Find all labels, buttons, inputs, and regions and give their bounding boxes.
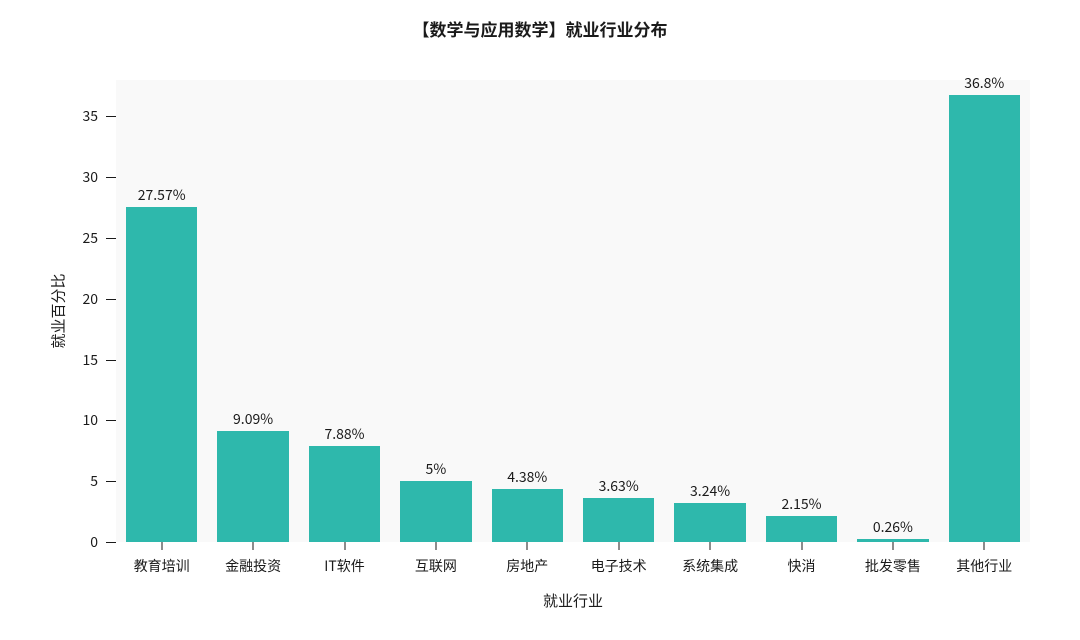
x-tick-mark [253,542,254,550]
y-tick-label: 35 [82,106,98,126]
x-tick-label: 房地产 [506,556,548,576]
x-axis-title: 就业行业 [543,590,603,611]
y-tick-label: 5 [90,471,98,491]
y-tick-label: 25 [82,228,98,248]
x-tick-label: 其他行业 [956,556,1012,576]
x-tick-mark [435,542,436,550]
x-tick-label: 系统集成 [682,556,738,576]
bar [217,431,288,542]
y-tick-mark [106,116,116,117]
bar [583,498,654,542]
x-tick-mark [892,542,893,550]
x-tick-label: 快消 [788,556,816,576]
y-tick-mark [106,238,116,239]
y-tick-label: 0 [90,532,98,552]
bar-value-label: 27.57% [92,185,232,205]
y-tick-mark [106,420,116,421]
x-tick-mark [801,542,802,550]
bar [949,95,1020,542]
x-tick-label: IT软件 [324,556,365,576]
x-tick-mark [527,542,528,550]
y-tick-label: 20 [82,289,98,309]
x-tick-mark [618,542,619,550]
bar [492,489,563,542]
y-axis-title: 就业百分比 [48,273,69,348]
y-tick-label: 10 [82,410,98,430]
y-tick-mark [106,542,116,543]
y-tick-mark [106,299,116,300]
bar-value-label: 7.88% [275,424,415,444]
x-tick-label: 批发零售 [865,556,921,576]
bar-value-label: 36.8% [914,73,1054,93]
x-tick-mark [344,542,345,550]
x-tick-label: 电子技术 [591,556,647,576]
chart-title: 【数学与应用数学】就业行业分布 [0,16,1080,41]
y-tick-mark [106,481,116,482]
bar-value-label: 0.26% [823,517,963,537]
x-tick-label: 教育培训 [134,556,190,576]
bar-value-label: 2.15% [732,494,872,514]
y-tick-mark [106,360,116,361]
y-tick-label: 15 [82,350,98,370]
x-tick-label: 金融投资 [225,556,281,576]
x-tick-mark [161,542,162,550]
y-tick-mark [106,177,116,178]
bar [126,207,197,542]
x-tick-label: 互联网 [415,556,457,576]
bar [400,481,471,542]
x-tick-mark [984,542,985,550]
x-tick-mark [710,542,711,550]
